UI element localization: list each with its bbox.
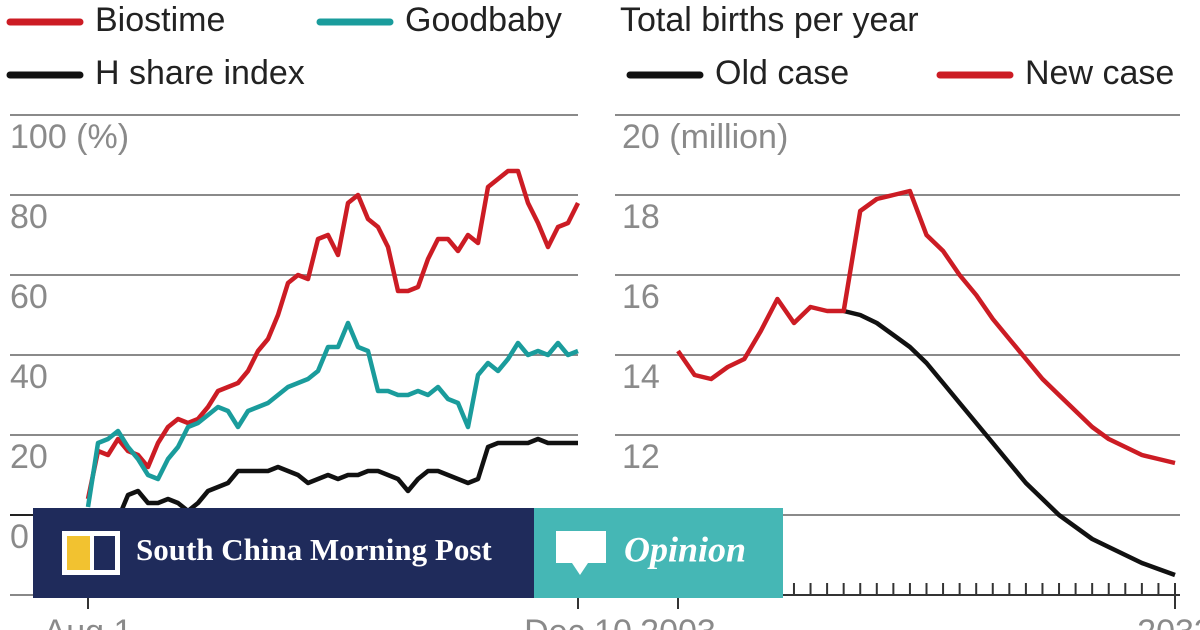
legend-label: Goodbaby — [405, 1, 562, 39]
y-tick-label: 20 — [10, 438, 48, 476]
opinion-icon — [556, 531, 606, 575]
y-tick-label: 18 — [622, 198, 660, 236]
x-tick-label: 2033 — [1137, 613, 1200, 630]
legend-label: New case — [1025, 54, 1174, 92]
series-line — [85, 320, 579, 508]
section-name: Opinion — [624, 529, 746, 569]
y-tick-label: 40 — [10, 358, 48, 396]
series-line — [843, 308, 1176, 578]
publisher-logo — [62, 531, 120, 575]
x-tick-label: Dec 10 — [524, 613, 632, 630]
y-tick-label: 80 — [10, 198, 48, 236]
publisher-name: South China Morning Post — [136, 532, 492, 567]
y-tick-label: 100 (%) — [10, 118, 129, 156]
y-tick-label: 60 — [10, 278, 48, 316]
legend-label: Old case — [715, 54, 849, 92]
series-line — [676, 188, 1176, 466]
y-tick-label: 12 — [622, 438, 660, 476]
legend-label: Biostime — [95, 1, 225, 39]
branding-banner: South China Morning Post Opinion — [33, 508, 783, 598]
legend-label: H share index — [95, 54, 305, 92]
y-tick-label: 14 — [622, 358, 660, 396]
chart-title: Total births per year — [620, 1, 919, 39]
series-line — [85, 168, 581, 500]
series-line — [86, 436, 578, 526]
y-tick-label: 20 (million) — [622, 118, 788, 156]
x-tick-label: 2003 — [640, 613, 716, 630]
y-tick-label: 16 — [622, 278, 660, 316]
x-tick-label: Aug 1 — [44, 613, 133, 630]
y-tick-label: 0 — [10, 518, 29, 556]
